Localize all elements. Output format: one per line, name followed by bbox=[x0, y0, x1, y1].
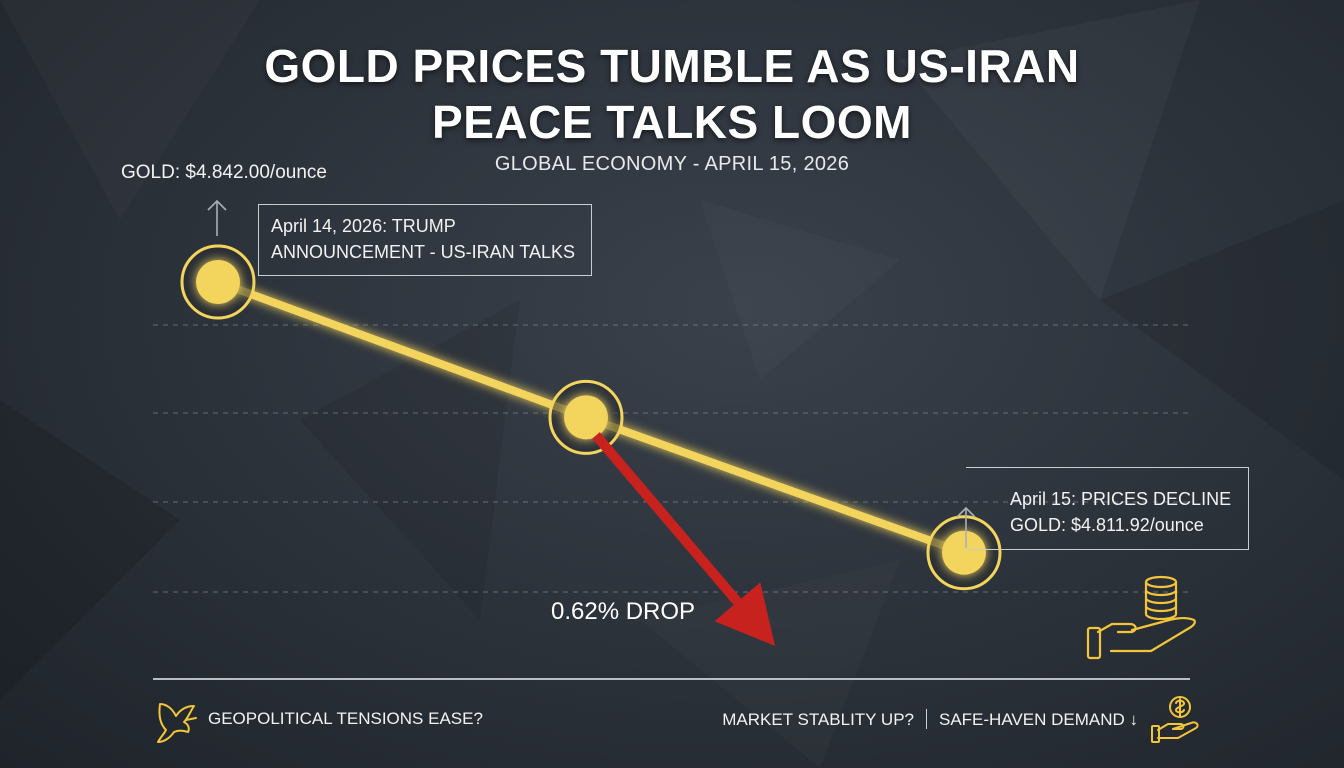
data-point bbox=[548, 379, 624, 455]
footer-geopolitical-text: GEOPOLITICAL TENSIONS EASE? bbox=[208, 709, 483, 728]
up-arrow-icon bbox=[207, 199, 227, 236]
data-point bbox=[926, 515, 1002, 591]
event-callout-line-1: April 14, 2026: TRUMP bbox=[271, 216, 456, 236]
data-point bbox=[180, 244, 256, 320]
footer-safe-haven: SAFE-HAVEN DEMAND ↓ bbox=[939, 710, 1138, 729]
end-callout-line-2: GOLD: $4.811.92/ounce bbox=[1010, 515, 1204, 535]
event-callout: April 14, 2026: TRUMP ANNOUNCEMENT - US-… bbox=[258, 204, 592, 276]
footer-market-text: MARKET STABLITY UP? SAFE-HAVEN DEMAND ↓ bbox=[722, 709, 1138, 730]
dove-icon bbox=[157, 703, 197, 743]
footer-market-stability: MARKET STABLITY UP? bbox=[722, 710, 914, 729]
drop-arrow-head bbox=[714, 582, 775, 646]
subtitle: GLOBAL ECONOMY - APRIL 15, 2026 bbox=[494, 153, 850, 175]
page-title: GOLD PRICES TUMBLE AS US-IRAN PEACE TALK… bbox=[0, 38, 1344, 150]
event-callout-line-2: ANNOUNCEMENT - US-IRAN TALKS bbox=[271, 242, 576, 262]
up-arrow-icon bbox=[956, 506, 976, 548]
footer-separator bbox=[926, 709, 927, 729]
drop-percent-label: 0.62% DROP bbox=[551, 598, 696, 625]
dollar-in-hand-icon bbox=[1151, 696, 1199, 743]
start-price-label: GOLD: $4.842.00/ounce bbox=[121, 162, 327, 183]
title-line-1: GOLD PRICES TUMBLE AS US-IRAN bbox=[264, 40, 1080, 92]
end-price-callout: April 15: PRICES DECLINE GOLD: $4.811.92… bbox=[966, 467, 1249, 550]
title-line-2: PEACE TALKS LOOM bbox=[432, 96, 912, 148]
coins-in-hand-icon bbox=[1086, 575, 1196, 660]
drop-arrow-shaft bbox=[592, 432, 742, 606]
end-callout-line-1: April 15: PRICES DECLINE bbox=[1010, 489, 1232, 509]
